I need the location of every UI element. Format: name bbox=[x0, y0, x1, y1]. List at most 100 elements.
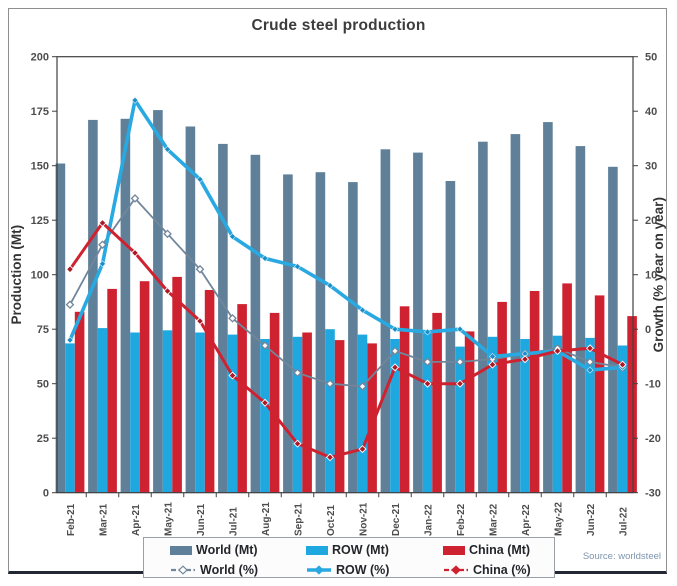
marker-row-pct bbox=[261, 254, 269, 262]
bar-row-mt-May-22 bbox=[552, 335, 563, 493]
bar-china-mt-Sep-21 bbox=[302, 332, 312, 493]
bar-world-mt-Apr-22 bbox=[510, 134, 521, 493]
marker-china-pct bbox=[195, 316, 205, 326]
x-label: Oct-21 bbox=[326, 504, 337, 536]
marker-china-pct bbox=[65, 265, 75, 274]
bar-row-mt-Mar-21 bbox=[97, 328, 108, 493]
bar-china-mt-Mar-22 bbox=[497, 301, 507, 493]
bar-china-mt-May-21 bbox=[172, 276, 182, 493]
legend-line-icon bbox=[444, 564, 468, 575]
marker-world-pct bbox=[358, 382, 367, 391]
bar-world-mt-Feb-22 bbox=[445, 181, 456, 493]
right-tick-label: -30 bbox=[645, 488, 661, 500]
x-label: Aug-21 bbox=[261, 502, 272, 536]
marker-china-pct bbox=[130, 248, 140, 257]
marker-world-pct bbox=[423, 357, 432, 367]
left-tick-label: 0 bbox=[43, 488, 49, 500]
x-label: Mar-21 bbox=[98, 503, 109, 536]
bar-china-mt-Mar-21 bbox=[107, 288, 117, 493]
right-axis-title: Growth (% year on year) bbox=[651, 197, 666, 352]
marker-china-pct bbox=[358, 445, 367, 454]
marker-row-pct bbox=[391, 325, 399, 333]
right-tick-label: 0 bbox=[645, 324, 651, 336]
x-label: May-22 bbox=[553, 502, 564, 536]
chart-legend: World (Mt) ROW (Mt) China (Mt) World (%) ROW… bbox=[143, 537, 555, 578]
bar-world-mt-May-22 bbox=[543, 122, 553, 493]
source-label: Source: worldsteel bbox=[582, 551, 661, 562]
bar-row-mt-Sep-21 bbox=[292, 336, 303, 493]
marker-world-pct bbox=[163, 229, 172, 239]
bar-world-mt-Dec-21 bbox=[380, 149, 391, 493]
marker-world-pct bbox=[130, 194, 140, 203]
left-tick-label: 25 bbox=[37, 433, 49, 445]
bar-row-mt-Dec-21 bbox=[390, 339, 400, 493]
marker-world-pct bbox=[390, 346, 400, 356]
right-tick-label: 30 bbox=[645, 161, 657, 173]
bar-china-mt-Jun-21 bbox=[204, 290, 215, 493]
legend-line-icon bbox=[307, 564, 331, 575]
bar-world-mt-Sep-21 bbox=[283, 174, 293, 493]
bar-row-mt-Nov-21 bbox=[357, 334, 368, 493]
marker-world-pct bbox=[325, 379, 335, 389]
right-tick-label: -10 bbox=[645, 379, 661, 391]
marker-china-pct bbox=[390, 363, 400, 372]
x-label: Apr-21 bbox=[131, 504, 142, 536]
bar-row-mt-Oct-21 bbox=[325, 329, 335, 493]
x-label: Feb-22 bbox=[456, 503, 467, 536]
legend-item-row-mt-: ROW (Mt) bbox=[306, 540, 443, 560]
marker-world-pct bbox=[260, 341, 270, 350]
legend-label: ROW (%) bbox=[336, 562, 390, 577]
x-label: Mar-22 bbox=[488, 503, 499, 536]
bar-world-mt-May-21 bbox=[153, 110, 163, 493]
bar-world-mt-Jul-21 bbox=[218, 143, 228, 493]
right-tick-label: 20 bbox=[645, 215, 657, 227]
marker-row-pct bbox=[196, 175, 204, 183]
x-label: Dec-21 bbox=[391, 503, 402, 536]
bar-china-mt-Jul-21 bbox=[237, 304, 247, 493]
bar-row-mt-Feb-22 bbox=[455, 346, 465, 493]
bar-world-mt-Jun-22 bbox=[575, 146, 586, 493]
marker-world-pct bbox=[195, 264, 205, 274]
left-tick-label: 100 bbox=[31, 270, 49, 282]
bar-row-mt-Mar-22 bbox=[487, 336, 498, 493]
bar-world-mt-Nov-21 bbox=[348, 182, 358, 493]
marker-world-pct bbox=[455, 357, 465, 367]
right-tick-label: 10 bbox=[645, 270, 657, 282]
x-label: Jul-21 bbox=[228, 507, 239, 536]
x-label: Jan-22 bbox=[423, 504, 434, 536]
legend-item-world-mt-: World (Mt) bbox=[170, 540, 306, 560]
x-label: Nov-21 bbox=[358, 502, 369, 536]
marker-china-pct bbox=[423, 379, 432, 388]
line-row- bbox=[68, 98, 625, 372]
bar-china-mt-Jul-22 bbox=[627, 316, 637, 493]
bar-china-mt-Feb-21 bbox=[74, 311, 85, 493]
legend-swatch-icon bbox=[306, 545, 328, 555]
x-label: May-21 bbox=[163, 502, 174, 536]
marker-china-pct bbox=[163, 287, 172, 296]
legend-item-china-: China (%) bbox=[443, 560, 576, 579]
legend-label: China (Mt) bbox=[469, 543, 531, 557]
x-label: Apr-22 bbox=[521, 504, 532, 536]
bar-world-mt-Mar-22 bbox=[478, 141, 488, 493]
bar-row-mt-Jan-22 bbox=[422, 333, 433, 493]
bar-china-mt-Apr-22 bbox=[529, 291, 540, 493]
bar-row-mt-Aug-21 bbox=[260, 339, 270, 493]
left-axis-title: Production (Mt) bbox=[9, 225, 24, 325]
bar-china-mt-Apr-21 bbox=[139, 281, 150, 493]
marker-china-pct bbox=[228, 371, 237, 380]
x-label: Jul-22 bbox=[618, 507, 629, 536]
marker-row-pct bbox=[359, 306, 366, 314]
left-tick-label: 50 bbox=[37, 379, 49, 391]
marker-world-pct bbox=[65, 300, 75, 309]
bar-row-mt-Jul-21 bbox=[227, 334, 238, 493]
bar-world-mt-Jul-22 bbox=[608, 166, 618, 493]
x-label: Jun-21 bbox=[196, 503, 207, 536]
right-tick-label: 50 bbox=[645, 52, 657, 64]
bar-row-mt-Jun-22 bbox=[585, 337, 595, 493]
legend-line-icon bbox=[171, 564, 195, 575]
legend-label: ROW (Mt) bbox=[332, 543, 389, 557]
legend-label: China (%) bbox=[473, 562, 531, 577]
bar-world-mt-Feb-21 bbox=[55, 163, 66, 493]
legend-swatch-icon bbox=[443, 545, 465, 555]
marker-row-pct bbox=[131, 96, 139, 104]
